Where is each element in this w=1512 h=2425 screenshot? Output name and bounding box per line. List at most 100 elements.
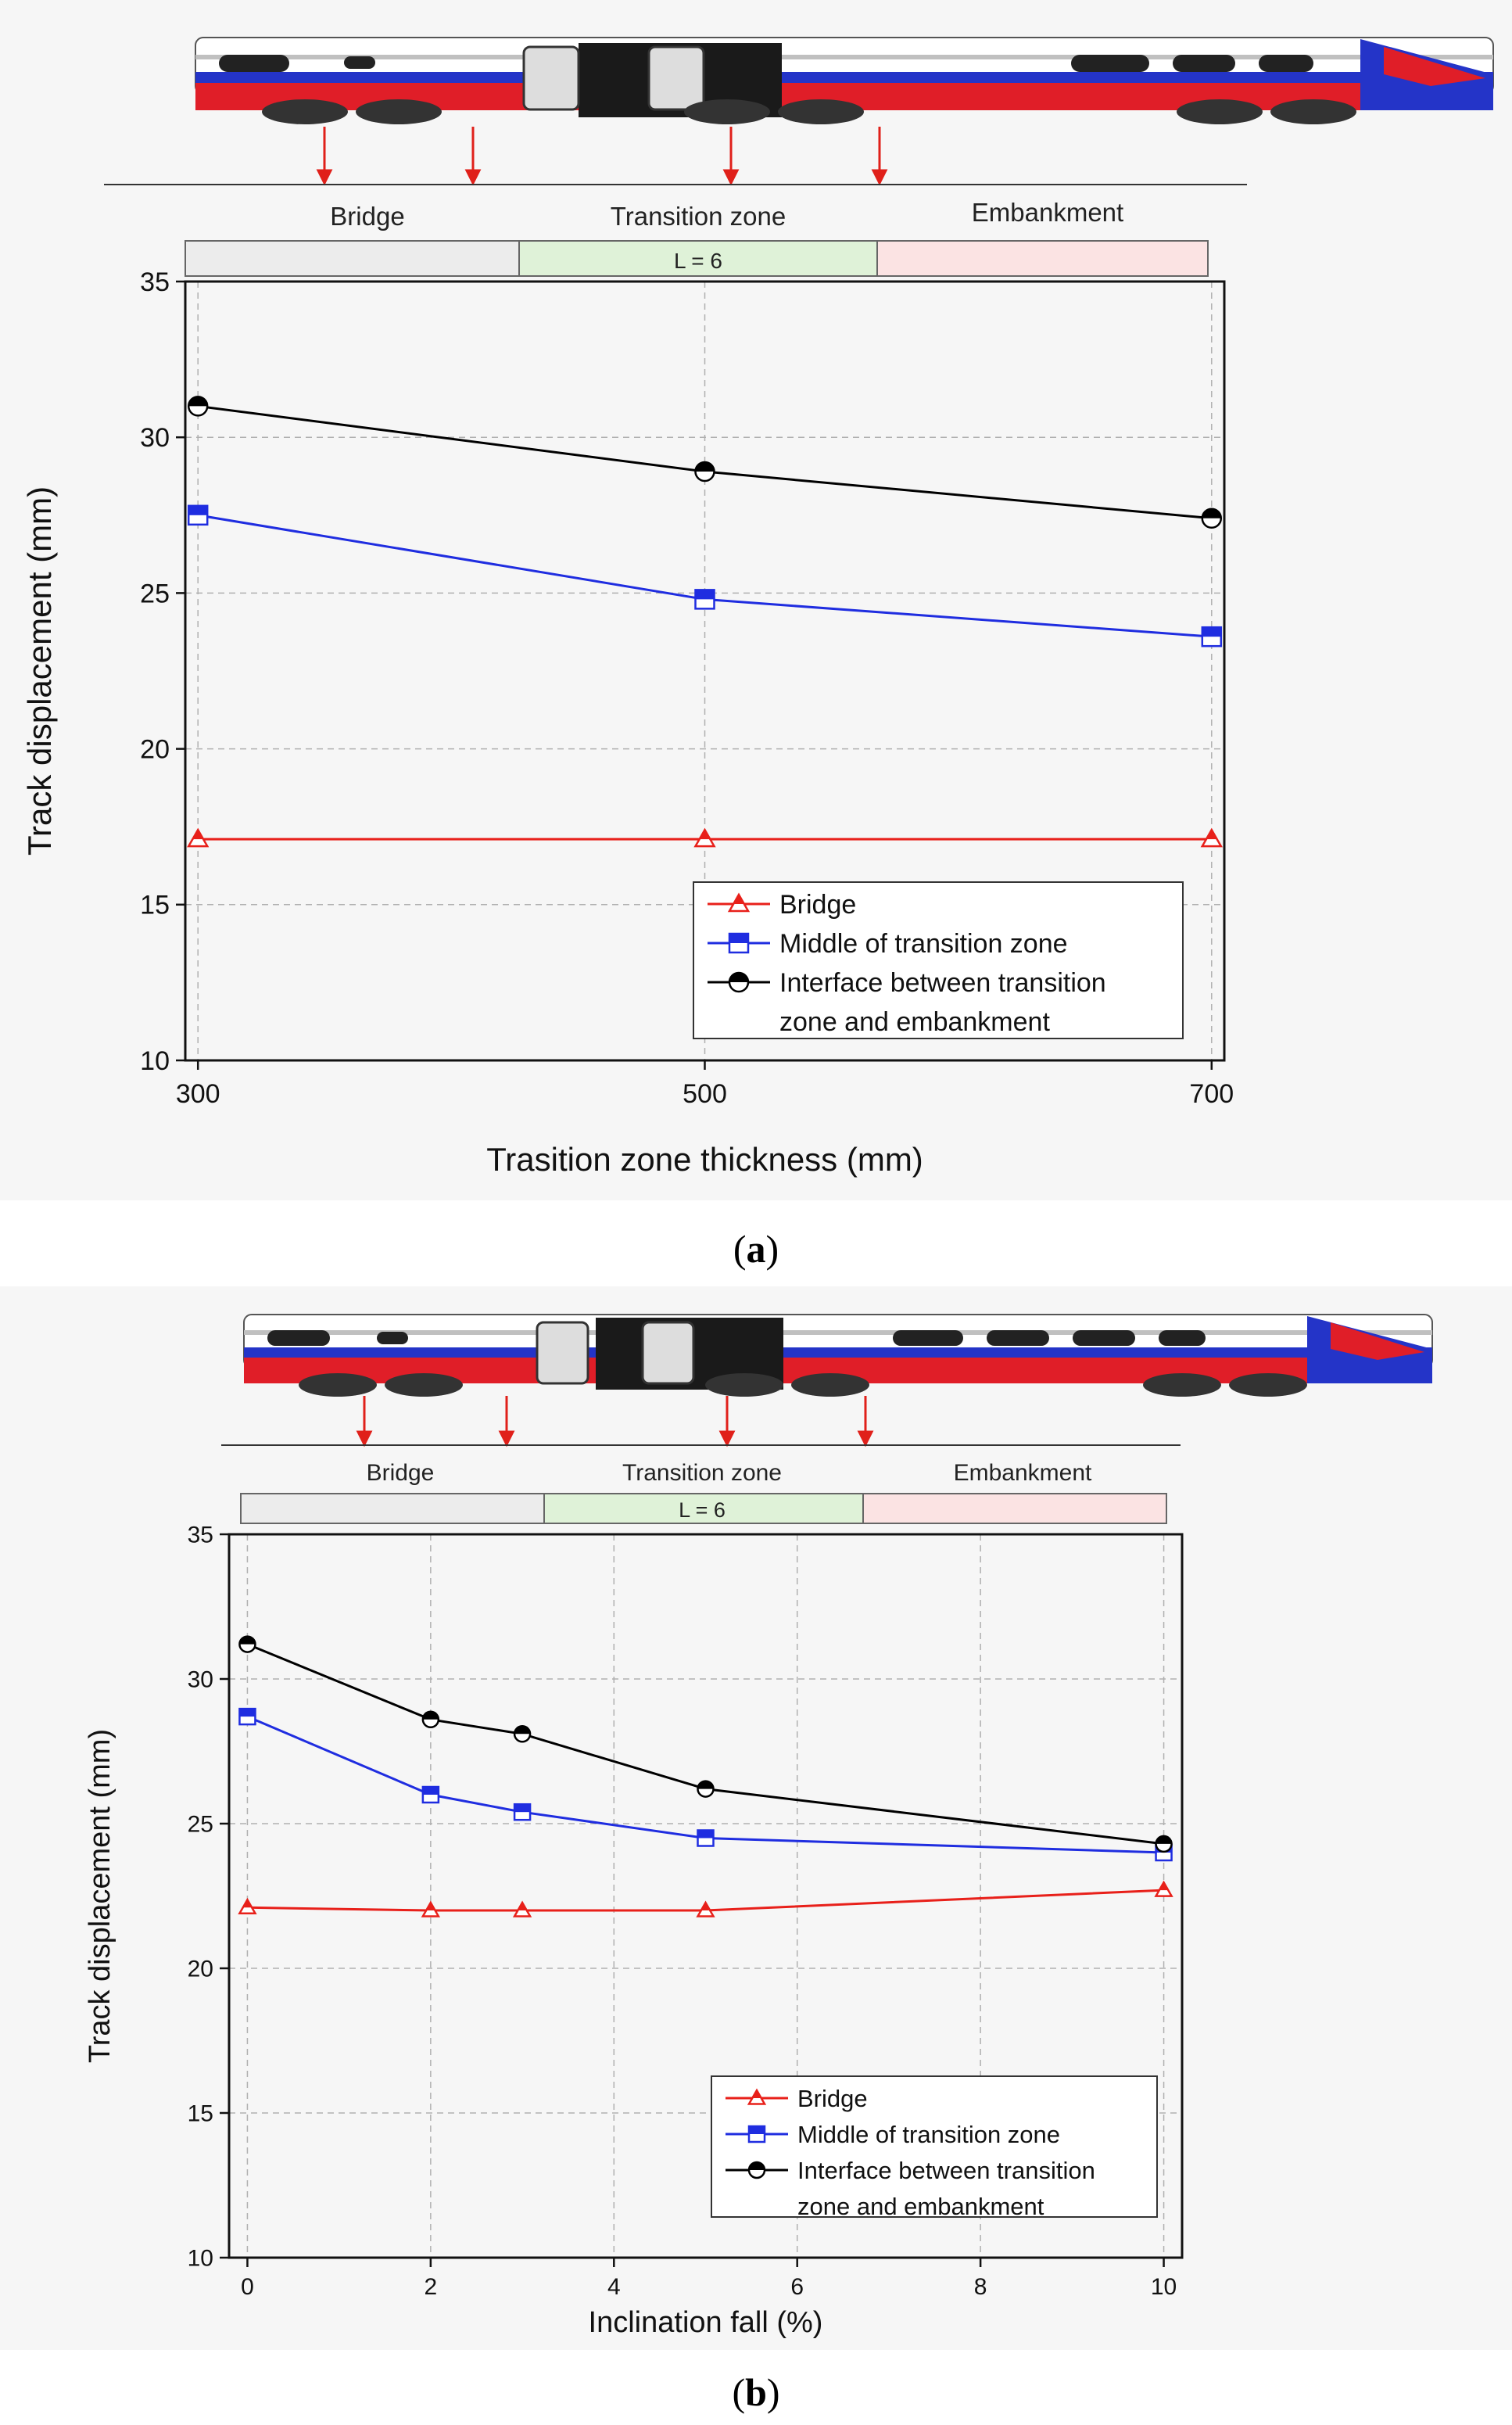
legend-swatch-marker bbox=[749, 2162, 765, 2170]
segment-label-bridge: Bridge bbox=[367, 1460, 435, 1486]
series-1 bbox=[238, 1880, 1173, 1917]
segment-strip: L = 6 bbox=[240, 1493, 1167, 1524]
transition-strip bbox=[518, 240, 878, 277]
data-point bbox=[697, 1781, 714, 1789]
transition-length-label: L = 6 bbox=[679, 1498, 726, 1522]
legend-item: Interface between transition zone and emb… bbox=[708, 968, 1106, 1037]
legend: Bridge Middle of transition zone Interface… bbox=[711, 2075, 1158, 2220]
embankment-strip bbox=[876, 240, 1209, 277]
legend-label: Interface between transition bbox=[797, 2157, 1095, 2184]
data-point bbox=[514, 1726, 531, 1734]
data-point bbox=[1159, 1882, 1169, 1891]
caption-b: (b) bbox=[0, 2369, 1512, 2415]
train-illustration bbox=[243, 1314, 1433, 1397]
panel-b-figure: Bridge Transition zone Embankment L = 6 … bbox=[84, 1314, 1433, 2339]
axes-frame bbox=[228, 1533, 1184, 2259]
data-point bbox=[239, 1709, 256, 1717]
legend-swatch-marker bbox=[749, 2126, 765, 2134]
x-tick-label: 10 bbox=[1151, 2274, 1177, 2300]
data-point bbox=[1202, 508, 1221, 518]
data-point bbox=[426, 1903, 435, 1910]
legend-label: Bridge bbox=[797, 2085, 868, 2112]
y-tick-label: 25 bbox=[188, 1812, 213, 1838]
caption-letter-b: b bbox=[745, 2370, 767, 2414]
x-tick-label: 4 bbox=[607, 2274, 621, 2300]
x-axis-title: Inclination fall (%) bbox=[589, 2306, 823, 2339]
data-point bbox=[1155, 1835, 1172, 1844]
legend-label: zone and embankment bbox=[779, 1007, 1050, 1037]
y-tick-label: 30 bbox=[140, 423, 170, 453]
series-3 bbox=[187, 396, 1223, 529]
x-tick-label: 0 bbox=[241, 2274, 254, 2300]
caption-letter-a: a bbox=[746, 1227, 766, 1271]
bridge-strip bbox=[240, 1493, 545, 1524]
series-2 bbox=[187, 504, 1223, 648]
wheel-load-arrows bbox=[316, 127, 888, 186]
caption-close-b: ) bbox=[766, 2370, 780, 2414]
y-tick-label: 10 bbox=[188, 2246, 213, 2272]
y-tick-label: 15 bbox=[140, 891, 170, 920]
data-point bbox=[1206, 830, 1217, 840]
caption-a: (a) bbox=[0, 1226, 1512, 1272]
legend-swatch-marker bbox=[733, 895, 744, 904]
x-tick-label: 300 bbox=[176, 1079, 220, 1109]
data-point bbox=[188, 396, 208, 407]
transition-length-label: L = 6 bbox=[674, 249, 722, 273]
x-axis-title: Trasition zone thickness (mm) bbox=[486, 1141, 923, 1178]
legend-box bbox=[711, 2075, 1158, 2218]
legend-item: Interface between transition zone and emb… bbox=[726, 2157, 1095, 2220]
legend-label: Bridge bbox=[779, 890, 856, 920]
segment-label-transition: Transition zone bbox=[611, 202, 786, 231]
panel-b: Bridge Transition zone Embankment L = 6 … bbox=[0, 1286, 1512, 2350]
data-point bbox=[1202, 627, 1221, 637]
legend-item: Bridge bbox=[726, 2085, 868, 2112]
data-point bbox=[518, 1903, 527, 1910]
segment-strip: L = 6 bbox=[185, 240, 1209, 277]
embankment-strip bbox=[862, 1493, 1167, 1524]
x-tick-label: 2 bbox=[425, 2274, 438, 2300]
y-axis-title: Track displacement (mm) bbox=[84, 1729, 116, 2063]
series-1 bbox=[187, 827, 1223, 848]
legend-item: Middle of transition zone bbox=[708, 929, 1068, 959]
caption-close-a: ) bbox=[765, 1227, 779, 1271]
data-point bbox=[701, 1903, 710, 1910]
x-tick-label: 500 bbox=[683, 1079, 727, 1109]
y-tick-label: 30 bbox=[188, 1667, 213, 1693]
data-point bbox=[422, 1787, 439, 1795]
data-point bbox=[192, 830, 203, 840]
data-point bbox=[695, 462, 715, 472]
segment-label-transition: Transition zone bbox=[622, 1460, 782, 1486]
plot-area-b: 10 15 20 25 30 35 0 2 4 6 8 10 Inclination fall (%) T… bbox=[84, 1523, 1184, 2339]
legend-swatch-marker bbox=[729, 934, 748, 943]
legend-item: Middle of transition zone bbox=[726, 2121, 1060, 2148]
data-point bbox=[242, 1899, 252, 1908]
y-tick-label: 20 bbox=[188, 1957, 213, 1982]
legend-label: Middle of transition zone bbox=[797, 2121, 1060, 2148]
y-tick-label: 10 bbox=[140, 1046, 170, 1076]
caption-open-b: ( bbox=[732, 2370, 746, 2414]
y-tick-label: 35 bbox=[188, 1523, 213, 1548]
legend-label: zone and embankment bbox=[797, 2193, 1044, 2220]
wheel-load-arrows bbox=[356, 1396, 874, 1447]
y-tick-label: 35 bbox=[140, 267, 170, 297]
y-tick-label: 15 bbox=[188, 2101, 213, 2127]
segment-label-embankment: Embankment bbox=[954, 1460, 1092, 1486]
x-tick-label: 6 bbox=[790, 2274, 804, 2300]
legend-box bbox=[693, 881, 1184, 1039]
y-tick-label: 20 bbox=[140, 735, 170, 765]
panel-a: Bridge Transition zone Embankment L = 6 … bbox=[0, 0, 1512, 1200]
data-point bbox=[699, 830, 711, 840]
legend-label: Interface between transition bbox=[779, 968, 1106, 998]
data-point bbox=[514, 1804, 531, 1813]
legend-label: Middle of transition zone bbox=[779, 929, 1068, 959]
segment-label-bridge: Bridge bbox=[330, 202, 404, 231]
segment-label-embankment: Embankment bbox=[972, 198, 1123, 227]
x-tick-label: 700 bbox=[1189, 1079, 1234, 1109]
legend: Bridge Middle of transition zone Interface… bbox=[693, 881, 1184, 1039]
data-point bbox=[239, 1636, 256, 1645]
data-point bbox=[695, 590, 715, 600]
train-illustration bbox=[195, 37, 1494, 124]
legend-swatch-marker bbox=[729, 973, 748, 982]
y-axis-title: Track displacement (mm) bbox=[21, 486, 58, 856]
data-point bbox=[188, 505, 208, 515]
